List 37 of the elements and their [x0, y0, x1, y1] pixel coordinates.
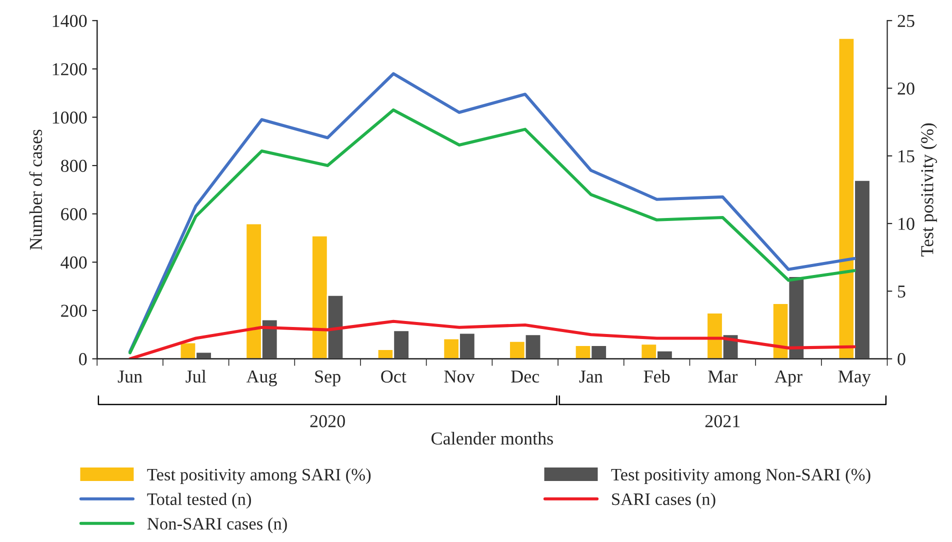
- x-tick-label: Jun: [118, 370, 142, 383]
- y2-tick-label: 0: [898, 353, 906, 366]
- line-series: [128, 320, 856, 359]
- x-tick-label: Mar: [708, 370, 738, 383]
- y2-axis-title: Test positivity (%): [920, 123, 938, 256]
- y-tick-label: 200: [61, 304, 87, 317]
- x-tick-label: Feb: [644, 370, 670, 383]
- legend-label: Total tested (n): [147, 492, 251, 509]
- text: 2020: [310, 415, 345, 428]
- x-tick-label: Dec: [511, 370, 540, 383]
- y2-tick-label: 5: [898, 286, 906, 298]
- x-tick-label: Jul: [186, 370, 206, 383]
- x-tick-label: Aug: [246, 370, 277, 386]
- y-tick-label: 800: [60, 160, 87, 172]
- text: 2021: [705, 415, 740, 428]
- x-tick-label: Nov: [444, 370, 475, 383]
- x-tick-label: Apr: [774, 370, 802, 386]
- y2-tick-label: 10: [898, 218, 914, 230]
- y-tick-label: 1000: [52, 111, 87, 124]
- y-tick-label: 1400: [52, 14, 87, 28]
- y-tick-label: 1200: [52, 63, 87, 76]
- y2-tick-label: 25: [898, 14, 914, 28]
- legend-label: Test positivity among SARI (%): [147, 468, 371, 484]
- y-axis-title: Number of cases: [29, 130, 42, 250]
- x-tick-label: Jan: [579, 370, 603, 383]
- legend-label: Test positivity among Non-SARI (%): [611, 468, 870, 484]
- legend-label: SARI cases (n): [612, 492, 716, 509]
- y-tick-label: 400: [60, 256, 87, 269]
- y2-tick-label: 20: [898, 82, 914, 95]
- y-tick-label: 600: [61, 208, 87, 220]
- x-axis-title: Calender months: [432, 432, 553, 445]
- x-tick-label: Oct: [381, 370, 406, 383]
- y-tick-label: 0: [79, 353, 87, 366]
- x-tick-label: May: [838, 370, 871, 386]
- legend-label: Non-SARI cases (n): [147, 517, 287, 534]
- y2-tick-label: 15: [898, 150, 914, 162]
- x-tick-label: Sep: [315, 370, 340, 386]
